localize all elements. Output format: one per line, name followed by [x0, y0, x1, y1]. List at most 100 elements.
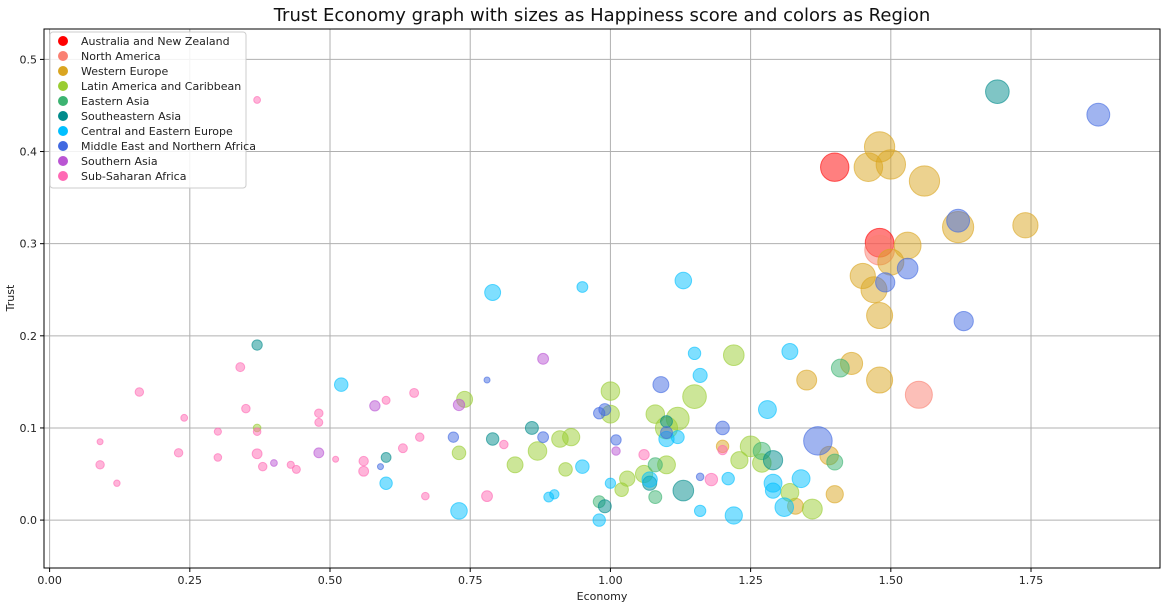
legend-marker — [58, 96, 68, 106]
data-point — [717, 444, 728, 456]
data-point — [781, 343, 799, 360]
y-axis-label: Trust — [4, 284, 17, 312]
data-point — [866, 302, 894, 330]
y-tick-label: 0.5 — [20, 53, 38, 66]
y-tick-label: 0.2 — [20, 330, 38, 343]
data-point — [604, 477, 617, 489]
data-point — [1086, 102, 1111, 127]
data-point — [660, 415, 673, 428]
data-point — [549, 489, 560, 500]
legend-label: Middle East and Northern Africa — [81, 140, 256, 153]
data-point — [235, 362, 246, 373]
data-point — [597, 499, 612, 514]
data-point — [506, 456, 524, 474]
data-point — [358, 465, 370, 477]
y-tick-label: 0.0 — [20, 514, 38, 527]
data-point — [332, 455, 340, 463]
data-point — [381, 395, 391, 405]
data-point — [537, 352, 550, 365]
data-point — [251, 339, 263, 351]
data-point — [695, 472, 705, 482]
legend-label: Australia and New Zealand — [81, 35, 230, 48]
data-point — [592, 513, 606, 527]
data-point — [450, 502, 468, 520]
data-point — [791, 469, 811, 489]
data-point — [313, 447, 325, 459]
data-point — [715, 420, 730, 436]
data-point — [484, 284, 502, 301]
data-point — [499, 439, 509, 450]
data-point — [1012, 212, 1039, 239]
data-point — [946, 208, 971, 233]
data-point — [692, 367, 708, 383]
data-point — [724, 506, 743, 525]
data-point — [241, 403, 251, 414]
legend-marker — [58, 66, 68, 76]
data-point — [670, 430, 685, 445]
data-point — [875, 272, 896, 293]
legend-label: Eastern Asia — [81, 95, 149, 108]
y-tick-label: 0.1 — [20, 422, 38, 435]
x-tick-label: 0.50 — [318, 574, 343, 587]
data-point — [762, 450, 784, 471]
data-point — [421, 491, 430, 501]
data-point — [721, 471, 735, 486]
data-point — [593, 407, 606, 420]
data-point — [645, 404, 666, 424]
data-point — [985, 79, 1010, 104]
data-point — [672, 479, 695, 502]
data-point — [252, 427, 262, 436]
data-point — [576, 281, 589, 293]
plot-frame — [43, 28, 1161, 569]
data-point — [180, 413, 189, 422]
grid-lines — [44, 29, 1160, 568]
legend-label: Latin America and Caribbean — [81, 80, 241, 93]
data-point — [801, 498, 823, 520]
data-point — [638, 449, 650, 461]
scatter-points — [95, 79, 1111, 527]
legend-marker — [58, 171, 68, 181]
data-point — [257, 461, 268, 472]
legend-marker — [58, 156, 68, 166]
data-point — [333, 377, 349, 392]
legend-marker — [58, 36, 68, 46]
data-point — [774, 497, 795, 517]
legend-label: Western Europe — [81, 65, 169, 78]
data-point — [825, 485, 844, 504]
data-point — [447, 431, 460, 443]
legend-label: Southern Asia — [81, 155, 158, 168]
data-point — [113, 479, 121, 487]
y-tick-label: 0.4 — [20, 146, 38, 159]
x-axis-label: Economy — [577, 590, 628, 603]
data-point — [896, 257, 919, 280]
data-point — [647, 457, 663, 473]
legend-marker — [58, 141, 68, 151]
data-point — [291, 464, 301, 474]
data-point — [904, 380, 933, 409]
x-tick-label: 1.50 — [879, 574, 904, 587]
data-point — [415, 432, 425, 442]
data-point — [758, 400, 777, 419]
data-point — [826, 453, 844, 471]
data-point — [213, 427, 222, 436]
data-point — [481, 490, 493, 503]
data-point — [369, 400, 381, 412]
legend: Australia and New Zealand North America We… — [49, 31, 256, 189]
data-point — [648, 490, 663, 505]
data-point — [173, 448, 184, 458]
data-point — [611, 446, 621, 456]
data-point — [213, 453, 223, 462]
data-point — [908, 165, 941, 197]
data-point — [96, 438, 104, 446]
data-point — [953, 310, 974, 332]
data-point — [286, 460, 295, 469]
data-point — [652, 376, 670, 394]
data-point — [314, 417, 324, 427]
data-point — [614, 482, 629, 497]
data-point — [875, 149, 907, 180]
data-point — [704, 472, 719, 487]
data-point — [483, 376, 491, 384]
data-point — [95, 460, 105, 470]
x-tick-label: 0.75 — [458, 574, 483, 587]
